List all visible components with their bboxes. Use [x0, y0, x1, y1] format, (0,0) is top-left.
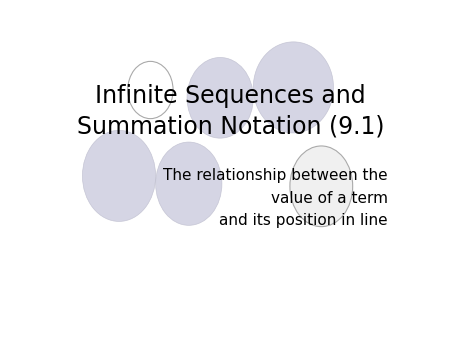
Text: value of a term: value of a term: [270, 191, 387, 206]
Ellipse shape: [82, 130, 156, 221]
Text: Infinite Sequences and
Summation Notation (9.1): Infinite Sequences and Summation Notatio…: [77, 83, 384, 138]
Text: and its position in line: and its position in line: [219, 213, 387, 227]
Ellipse shape: [253, 42, 333, 133]
Ellipse shape: [156, 142, 222, 225]
Text: The relationship between the: The relationship between the: [163, 168, 387, 184]
Ellipse shape: [290, 146, 353, 227]
Ellipse shape: [187, 57, 253, 138]
Ellipse shape: [128, 62, 173, 119]
